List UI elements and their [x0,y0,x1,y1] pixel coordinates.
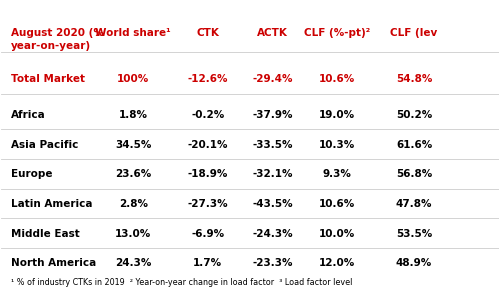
Text: -29.4%: -29.4% [252,74,292,84]
Text: 10.6%: 10.6% [319,199,355,209]
Text: Latin America: Latin America [12,199,93,209]
Text: Total Market: Total Market [12,74,86,84]
Text: 23.6%: 23.6% [115,169,152,179]
Text: 24.3%: 24.3% [115,259,152,269]
Text: 34.5%: 34.5% [115,140,152,150]
Text: 2.8%: 2.8% [118,199,148,209]
Text: 1.8%: 1.8% [118,110,148,120]
Text: -23.3%: -23.3% [252,259,292,269]
Text: -0.2%: -0.2% [191,110,224,120]
Text: -24.3%: -24.3% [252,229,292,239]
Text: August 2020 (%
year-on-year): August 2020 (% year-on-year) [12,28,104,50]
Text: 10.6%: 10.6% [319,74,355,84]
Text: 54.8%: 54.8% [396,74,432,84]
Text: Europe: Europe [12,169,53,179]
Text: -27.3%: -27.3% [188,199,228,209]
Text: 50.2%: 50.2% [396,110,432,120]
Text: CTK: CTK [196,28,219,38]
Text: 1.7%: 1.7% [193,259,222,269]
Text: 56.8%: 56.8% [396,169,432,179]
Text: -6.9%: -6.9% [191,229,224,239]
Text: 61.6%: 61.6% [396,140,432,150]
Text: 9.3%: 9.3% [322,169,352,179]
Text: 19.0%: 19.0% [319,110,355,120]
Text: -18.9%: -18.9% [188,169,228,179]
Text: ACTK: ACTK [257,28,288,38]
Text: ¹ % of industry CTKs in 2019  ² Year-on-year change in load factor  ³ Load facto: ¹ % of industry CTKs in 2019 ² Year-on-y… [12,278,352,287]
Text: Africa: Africa [12,110,46,120]
Text: North America: North America [12,259,96,269]
Text: -12.6%: -12.6% [188,74,228,84]
Text: 10.3%: 10.3% [319,140,355,150]
Text: 53.5%: 53.5% [396,229,432,239]
Text: CLF (lev: CLF (lev [390,28,438,38]
Text: World share¹: World share¹ [96,28,171,38]
Text: 10.0%: 10.0% [319,229,355,239]
Text: -33.5%: -33.5% [252,140,292,150]
Text: CLF (%-pt)²: CLF (%-pt)² [304,28,370,38]
Text: -37.9%: -37.9% [252,110,292,120]
Text: -43.5%: -43.5% [252,199,292,209]
Text: 100%: 100% [117,74,150,84]
Text: 12.0%: 12.0% [319,259,355,269]
Text: Middle East: Middle East [12,229,80,239]
Text: Asia Pacific: Asia Pacific [12,140,78,150]
Text: -20.1%: -20.1% [188,140,228,150]
Text: 47.8%: 47.8% [396,199,432,209]
Text: -32.1%: -32.1% [252,169,292,179]
Text: 48.9%: 48.9% [396,259,432,269]
Text: 13.0%: 13.0% [115,229,152,239]
